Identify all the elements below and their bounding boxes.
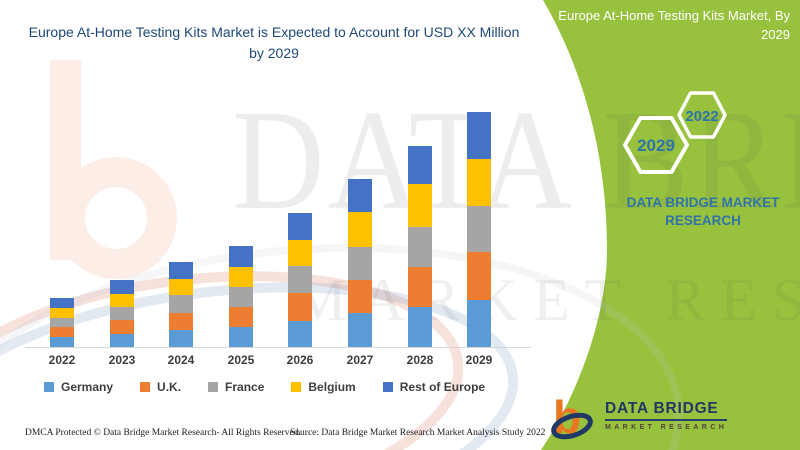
legend-item-belgium: Belgium bbox=[291, 380, 356, 394]
bar-segment-germany-2026 bbox=[288, 321, 312, 347]
bar-segment-france-2026 bbox=[288, 266, 312, 293]
logo: b DATA BRIDGE MARKET RESEARCH bbox=[551, 393, 728, 445]
bar-segment-restofeurope-2026 bbox=[288, 213, 312, 240]
x-axis-label-2022: 2022 bbox=[48, 353, 76, 367]
legend-label: U.K. bbox=[157, 380, 182, 394]
green-panel-shape bbox=[541, 0, 800, 450]
x-axis-label-2028: 2028 bbox=[406, 353, 434, 367]
bar-segment-belgium-2024 bbox=[169, 279, 193, 295]
legend-label: Germany bbox=[61, 380, 114, 394]
legend: Germany U.K. France Belgium Rest of Europe bbox=[44, 380, 485, 394]
bar-segment-belgium-2026 bbox=[288, 240, 312, 266]
logo-text: DATA BRIDGE MARKET RESEARCH bbox=[605, 400, 728, 431]
bar-segment-uk-2023 bbox=[110, 320, 134, 334]
bar-segment-restofeurope-2022 bbox=[50, 298, 74, 308]
x-axis-label-2025: 2025 bbox=[227, 353, 255, 367]
bar-segment-germany-2029 bbox=[467, 300, 491, 347]
legend-item-restofeurope: Rest of Europe bbox=[382, 380, 486, 394]
footer-source: Source: Data Bridge Market Research Mark… bbox=[290, 428, 546, 438]
bar-segment-belgium-2023 bbox=[110, 294, 134, 307]
bar-segment-uk-2025 bbox=[229, 307, 253, 327]
legend-label: France bbox=[225, 380, 265, 394]
footer-dmca: DMCA Protected © Data Bridge Market Rese… bbox=[25, 428, 301, 438]
bar-segment-belgium-2025 bbox=[229, 267, 253, 287]
swoosh-arc-gray bbox=[0, 243, 683, 450]
bar-segment-restofeurope-2025 bbox=[229, 246, 253, 267]
bar-segment-france-2029 bbox=[467, 206, 491, 252]
bar-segment-belgium-2029 bbox=[467, 159, 491, 206]
legend-label: Belgium bbox=[308, 380, 356, 394]
bar-segment-germany-2027 bbox=[348, 313, 372, 347]
bar-segment-france-2025 bbox=[229, 287, 253, 307]
legend-item-uk: U.K. bbox=[140, 380, 181, 394]
legend-swatch bbox=[44, 382, 54, 392]
x-axis-label-2023: 2023 bbox=[108, 353, 136, 367]
brand-text: DATA BRIDGE MARKET RESEARCH bbox=[626, 195, 780, 229]
side-panel-header: Europe At-Home Testing Kits Market, By 2… bbox=[558, 8, 790, 42]
bar-segment-france-2028 bbox=[408, 227, 432, 267]
b-watermark bbox=[50, 60, 177, 279]
bar-segment-france-2024 bbox=[169, 295, 193, 313]
bar-segment-germany-2025 bbox=[229, 327, 253, 347]
bar-segment-restofeurope-2027 bbox=[348, 179, 372, 212]
bar-segment-belgium-2028 bbox=[408, 184, 432, 227]
chart-title: Europe At-Home Testing Kits Market is Ex… bbox=[28, 24, 520, 61]
legend-item-germany: Germany bbox=[44, 380, 113, 394]
bar-segment-uk-2028 bbox=[408, 267, 432, 307]
bar-segment-france-2023 bbox=[110, 307, 134, 320]
logo-tagline: MARKET RESEARCH bbox=[605, 424, 728, 431]
x-axis-line bbox=[25, 347, 531, 348]
bar-segment-germany-2024 bbox=[169, 330, 193, 347]
bar-segment-uk-2027 bbox=[348, 280, 372, 313]
bar-segment-uk-2029 bbox=[467, 252, 491, 300]
bar-segment-belgium-2022 bbox=[50, 308, 74, 318]
legend-item-france: France bbox=[208, 380, 264, 394]
bar-segment-restofeurope-2029 bbox=[467, 112, 491, 159]
bar-segment-uk-2026 bbox=[288, 293, 312, 321]
bar-segment-germany-2028 bbox=[408, 307, 432, 347]
logo-b-icon: b bbox=[551, 393, 593, 443]
swoosh-arc-blue bbox=[0, 282, 519, 450]
x-axis-label-2024: 2024 bbox=[167, 353, 195, 367]
bar-segment-uk-2022 bbox=[50, 327, 74, 337]
x-axis-label-2027: 2027 bbox=[346, 353, 374, 367]
logo-name: DATA BRIDGE bbox=[605, 400, 728, 421]
bar-segment-france-2027 bbox=[348, 247, 372, 280]
bar-segment-restofeurope-2024 bbox=[169, 262, 193, 279]
bar-segment-france-2022 bbox=[50, 318, 74, 327]
legend-swatch bbox=[140, 382, 151, 392]
bar-segment-germany-2023 bbox=[110, 334, 134, 347]
x-axis-label-2026: 2026 bbox=[286, 353, 314, 367]
legend-swatch bbox=[382, 382, 393, 392]
bar-segment-uk-2024 bbox=[169, 313, 193, 330]
bar-segment-belgium-2027 bbox=[348, 212, 372, 247]
bar-segment-restofeurope-2028 bbox=[408, 146, 432, 184]
legend-swatch bbox=[208, 382, 219, 392]
legend-label: Rest of Europe bbox=[399, 380, 486, 394]
legend-swatch bbox=[291, 382, 302, 392]
x-axis-label-2029: 2029 bbox=[465, 353, 493, 367]
bar-segment-restofeurope-2023 bbox=[110, 280, 134, 294]
bar-segment-germany-2022 bbox=[50, 337, 74, 347]
